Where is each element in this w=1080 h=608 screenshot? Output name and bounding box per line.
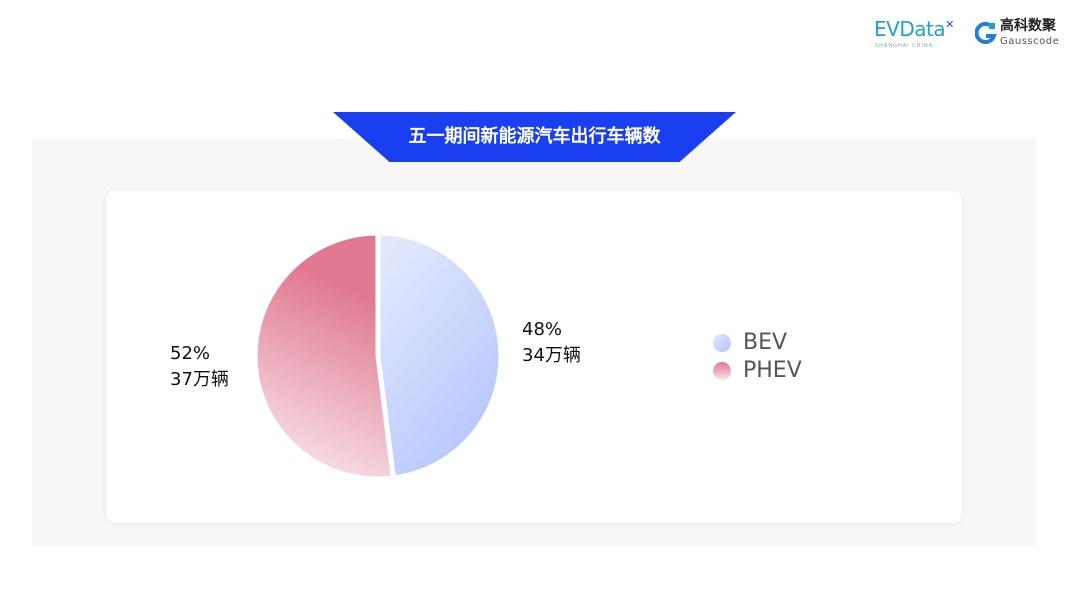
gausscode-logo-cn: 高科数聚 bbox=[1000, 18, 1056, 34]
phev-legend-label: PHEV bbox=[743, 358, 802, 383]
pie-slice-phev bbox=[252, 230, 396, 482]
chart-card bbox=[106, 190, 962, 523]
phev-percent-label: 52% bbox=[170, 343, 211, 364]
legend-item-bev: BEV bbox=[713, 330, 787, 356]
chart-title: 五一期间新能源汽车出行车辆数 bbox=[408, 126, 661, 147]
evdata-logo-sub: SHANGHAI CHINA bbox=[875, 43, 934, 49]
pie-slice-bev bbox=[375, 230, 504, 481]
gausscode-logo-en: Gausscode bbox=[1000, 36, 1060, 47]
evdata-logo: EVData✕ bbox=[874, 17, 954, 41]
bev-legend-label: BEV bbox=[743, 330, 788, 355]
phev-data-label: 52% 37万辆 bbox=[170, 341, 229, 393]
bev-value-label: 34万辆 bbox=[522, 345, 581, 366]
title-banner bbox=[333, 112, 736, 162]
bev-percent-label: 48% bbox=[522, 319, 563, 340]
bev-data-label: 48% 34万辆 bbox=[522, 317, 581, 369]
phev-legend-swatch bbox=[713, 362, 731, 380]
gausscode-logo-icon bbox=[975, 22, 997, 44]
phev-value-label: 37万辆 bbox=[170, 369, 229, 390]
legend-item-phev: PHEV bbox=[713, 358, 802, 384]
bev-legend-swatch bbox=[713, 334, 731, 352]
